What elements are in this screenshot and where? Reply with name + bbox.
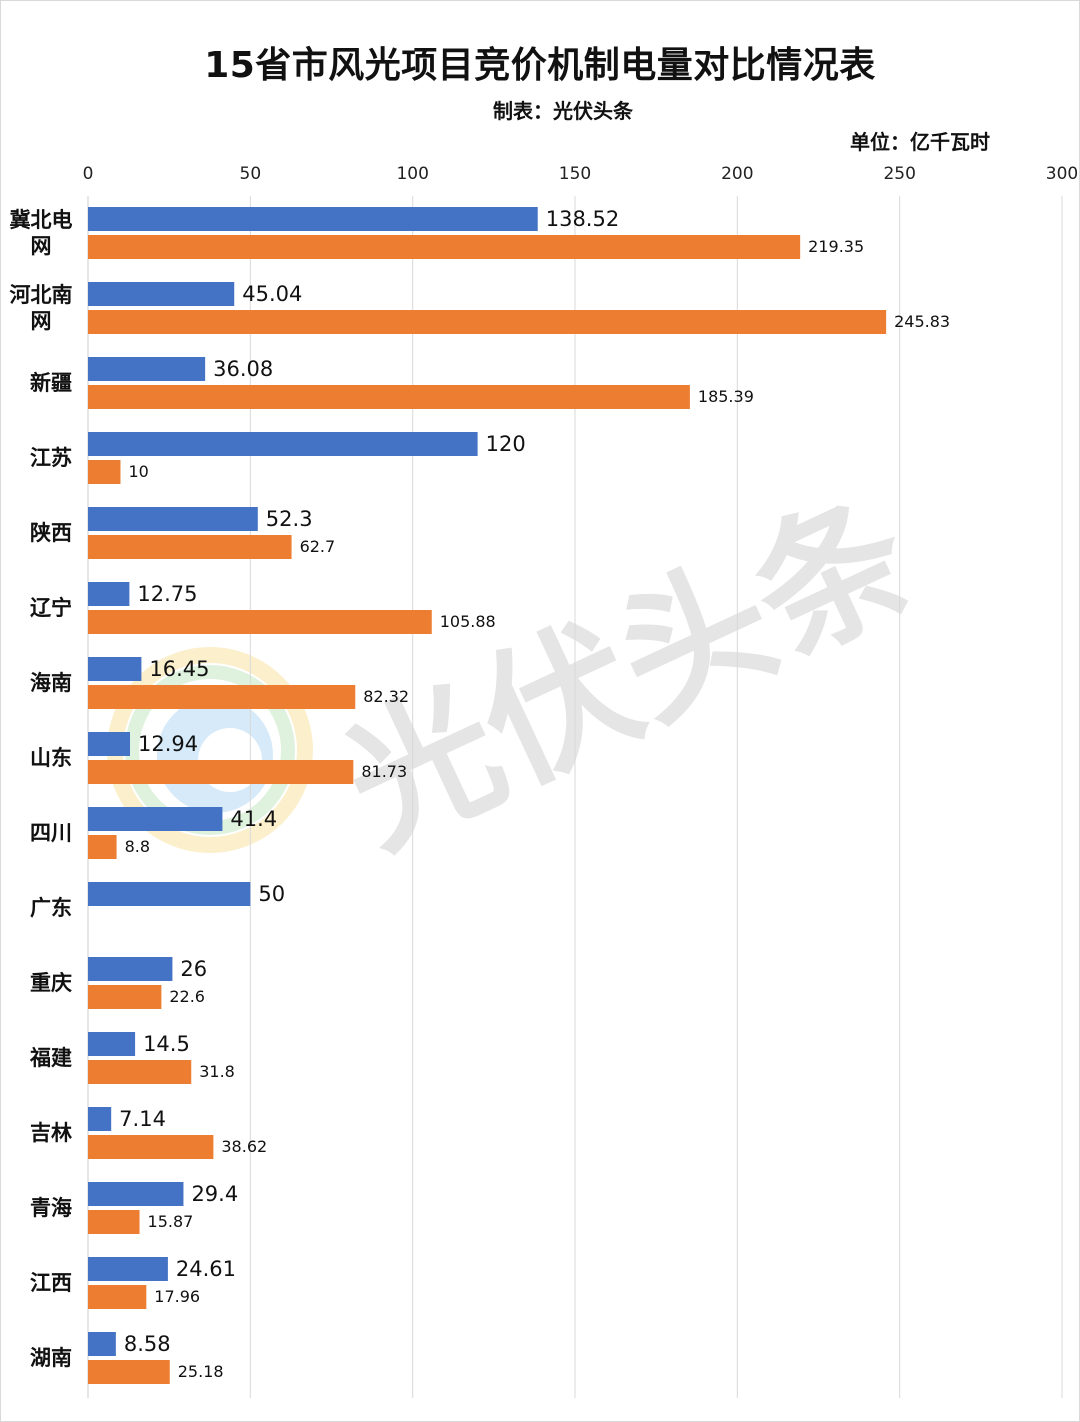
bar-series1 [88,1107,112,1131]
data-label-series2: 62.7 [300,537,336,556]
category-label: 江西 [30,1271,72,1295]
bar-series2 [88,685,356,709]
bar-series2 [88,835,117,859]
data-label-series2: 15.87 [148,1212,194,1231]
bar-series1 [88,1182,184,1206]
x-tick-label: 200 [721,164,753,184]
category-label: 海南 [30,671,72,695]
data-label-series2: 219.35 [808,237,864,256]
data-label-series1: 12.75 [137,582,197,606]
category-label: 江苏 [30,446,72,470]
data-label-series1: 120 [486,432,526,456]
category-label: 广东 [30,896,72,920]
data-label-series2: 185.39 [698,387,754,406]
bar-series1 [88,582,130,606]
category-label: 青海 [30,1196,72,1220]
data-label-series1: 29.4 [191,1182,238,1206]
bar-series2 [88,1060,192,1084]
data-label-series1: 45.04 [242,282,302,306]
category-label: 新疆 [30,371,72,395]
category-label: 山东 [30,746,72,770]
data-label-series1: 52.3 [266,507,313,531]
category-label: 四川 [30,821,72,845]
category-label: 福建 [29,1046,72,1070]
bar-series1 [88,1257,168,1281]
data-label-series2: 17.96 [154,1287,200,1306]
data-label-series2: 22.6 [169,987,205,1006]
data-label-series1: 26 [180,957,207,981]
bar-series2 [88,610,432,634]
category-label: 吉林 [30,1121,72,1145]
bar-series2 [88,760,354,784]
data-label-series1: 41.4 [230,807,277,831]
category-label: 河北南 [10,283,73,307]
data-label-series1: 138.52 [546,207,619,231]
bar-series2 [88,1135,214,1159]
bar-series1 [88,207,538,231]
data-label-series1: 50 [258,882,285,906]
x-tick-label: 50 [240,164,262,184]
data-label-series1: 36.08 [213,357,273,381]
category-label: 网 [31,309,52,333]
bar-series1 [88,657,142,681]
bar-series1 [88,732,131,756]
bar-series1 [88,282,235,306]
chart-title: 15省市风光项目竞价机制电量对比情况表 [204,45,876,86]
category-label: 湖南 [30,1346,72,1370]
category-label: 辽宁 [30,596,72,620]
bar-series2 [88,535,292,559]
bar-series2 [88,310,887,334]
bar-series2 [88,985,162,1009]
data-label-series2: 8.8 [125,837,150,856]
chart-subtitle: 制表：光伏头条 [493,99,633,123]
bar-series1 [88,1332,116,1356]
bar-series2 [88,460,121,484]
unit-label: 单位：亿千瓦时 [850,130,990,154]
data-label-series1: 24.61 [176,1257,236,1281]
bar-series2 [88,1285,147,1309]
data-label-series1: 14.5 [143,1032,190,1056]
data-label-series1: 7.14 [119,1107,166,1131]
data-label-series2: 25.18 [178,1362,224,1381]
bar-series2 [88,1210,140,1234]
x-tick-label: 250 [883,164,915,184]
x-tick-label: 100 [396,164,428,184]
x-tick-label: 0 [83,164,94,184]
bar-series1 [88,957,173,981]
bar-series1 [88,507,258,531]
data-label-series1: 12.94 [138,732,198,756]
data-label-series1: 8.58 [124,1332,171,1356]
data-label-series2: 245.83 [894,312,950,331]
x-tick-label: 150 [559,164,591,184]
bar-series1 [88,432,478,456]
category-label: 冀北电 [10,208,73,232]
bar-series1 [88,357,206,381]
bar-series2 [88,1360,170,1384]
bar-series1 [88,807,223,831]
data-label-series2: 81.73 [361,762,407,781]
category-label: 网 [31,234,52,258]
data-label-series2: 31.8 [199,1062,235,1081]
data-label-series2: 105.88 [440,612,496,631]
bar-series2 [88,235,801,259]
bar-series2 [88,385,690,409]
category-label: 陕西 [30,521,72,545]
data-label-series2: 10 [128,462,148,481]
bar-series1 [88,1032,136,1056]
data-label-series2: 38.62 [221,1137,267,1156]
category-label: 重庆 [30,971,72,995]
x-tick-label: 300 [1046,164,1078,184]
data-label-series2: 82.32 [363,687,409,706]
data-label-series1: 16.45 [149,657,209,681]
bar-series1 [88,882,251,906]
